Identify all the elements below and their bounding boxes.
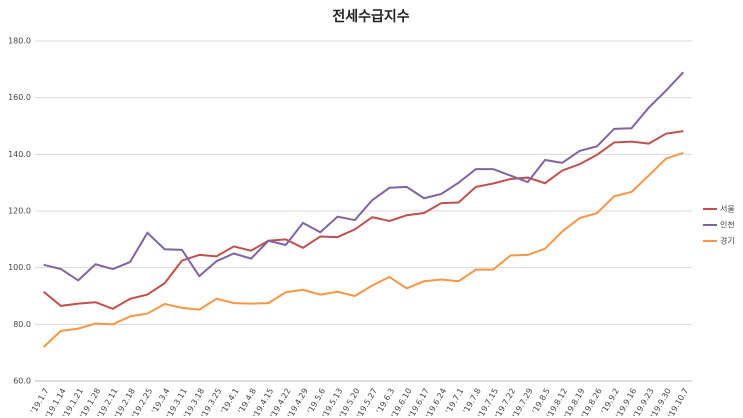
y-tick-label: 80.0 [13,320,31,329]
y-tick-label: 160.0 [8,93,31,102]
y-tick-label: 60.0 [13,377,31,386]
y-tick-label: 140.0 [8,150,31,159]
line-series [43,130,684,310]
legend-label: 경기 [720,236,735,246]
chart-title: 전세수급지수 [332,8,409,25]
line-series [43,71,685,282]
legend-label: 인천 [720,220,735,230]
line-series [42,151,684,348]
y-tick-label: 100.0 [8,263,31,272]
legend-label: 서울 [720,205,735,214]
y-tick-label: 180.0 [8,37,31,46]
y-tick-label: 120.0 [8,207,31,216]
